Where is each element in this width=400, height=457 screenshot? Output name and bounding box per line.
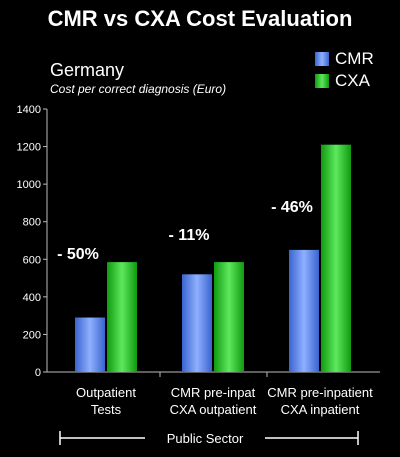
legend-swatch-cxa [315, 74, 329, 88]
legend-label-cmr: CMR [335, 49, 374, 68]
x-category-label: CXA outpatient [170, 402, 257, 417]
annotation-label: - 46% [271, 199, 313, 216]
y-tick-label: 1000 [17, 179, 41, 191]
bar-cmr-2 [289, 249, 319, 372]
y-tick-label: 1200 [17, 142, 41, 154]
y-tick-label: 200 [23, 329, 41, 341]
x-category-label: CMR pre-inpatient [267, 385, 373, 400]
y-tick-label: 800 [23, 217, 41, 229]
bar-cmr-1 [182, 274, 212, 372]
legend-swatch-cmr [315, 52, 329, 66]
legend-item-cmr: CMR [315, 48, 374, 70]
axes: 0 200 400 600 800 1000 1200 1400 [17, 104, 380, 445]
bar-cmr-0 [75, 317, 105, 372]
labels: Outpatient Tests - 50% CMR pre-inpat CXA out… [57, 199, 373, 417]
x-category-label: CXA inpatient [281, 402, 360, 417]
chart-caption: Cost per correct diagnosis (Euro) [50, 82, 227, 96]
legend-item-cxa: CXA [315, 70, 374, 92]
y-tick-label: 400 [23, 292, 41, 304]
x-category-label: Tests [91, 402, 122, 417]
chart-subtitle: Germany [50, 60, 125, 80]
bars [75, 144, 351, 372]
chart-title: CMR vs CXA Cost Evaluation [47, 6, 353, 31]
annotation-label: - 50% [57, 246, 99, 263]
y-tick-label: 1400 [17, 104, 41, 116]
bar-cxa-2 [321, 144, 351, 372]
bar-cxa-0 [107, 262, 137, 372]
y-tick-label: 600 [23, 254, 41, 266]
chart-legend: CMR CXA [315, 48, 374, 92]
annotation-label: - 11% [169, 227, 210, 244]
y-tick-label: 0 [35, 367, 41, 379]
legend-label-cxa: CXA [335, 71, 370, 90]
bar-cxa-1 [214, 262, 244, 372]
x-category-label: Outpatient [76, 385, 136, 400]
x-category-label: CMR pre-inpat [171, 385, 256, 400]
footer-label: Public Sector [166, 431, 244, 446]
